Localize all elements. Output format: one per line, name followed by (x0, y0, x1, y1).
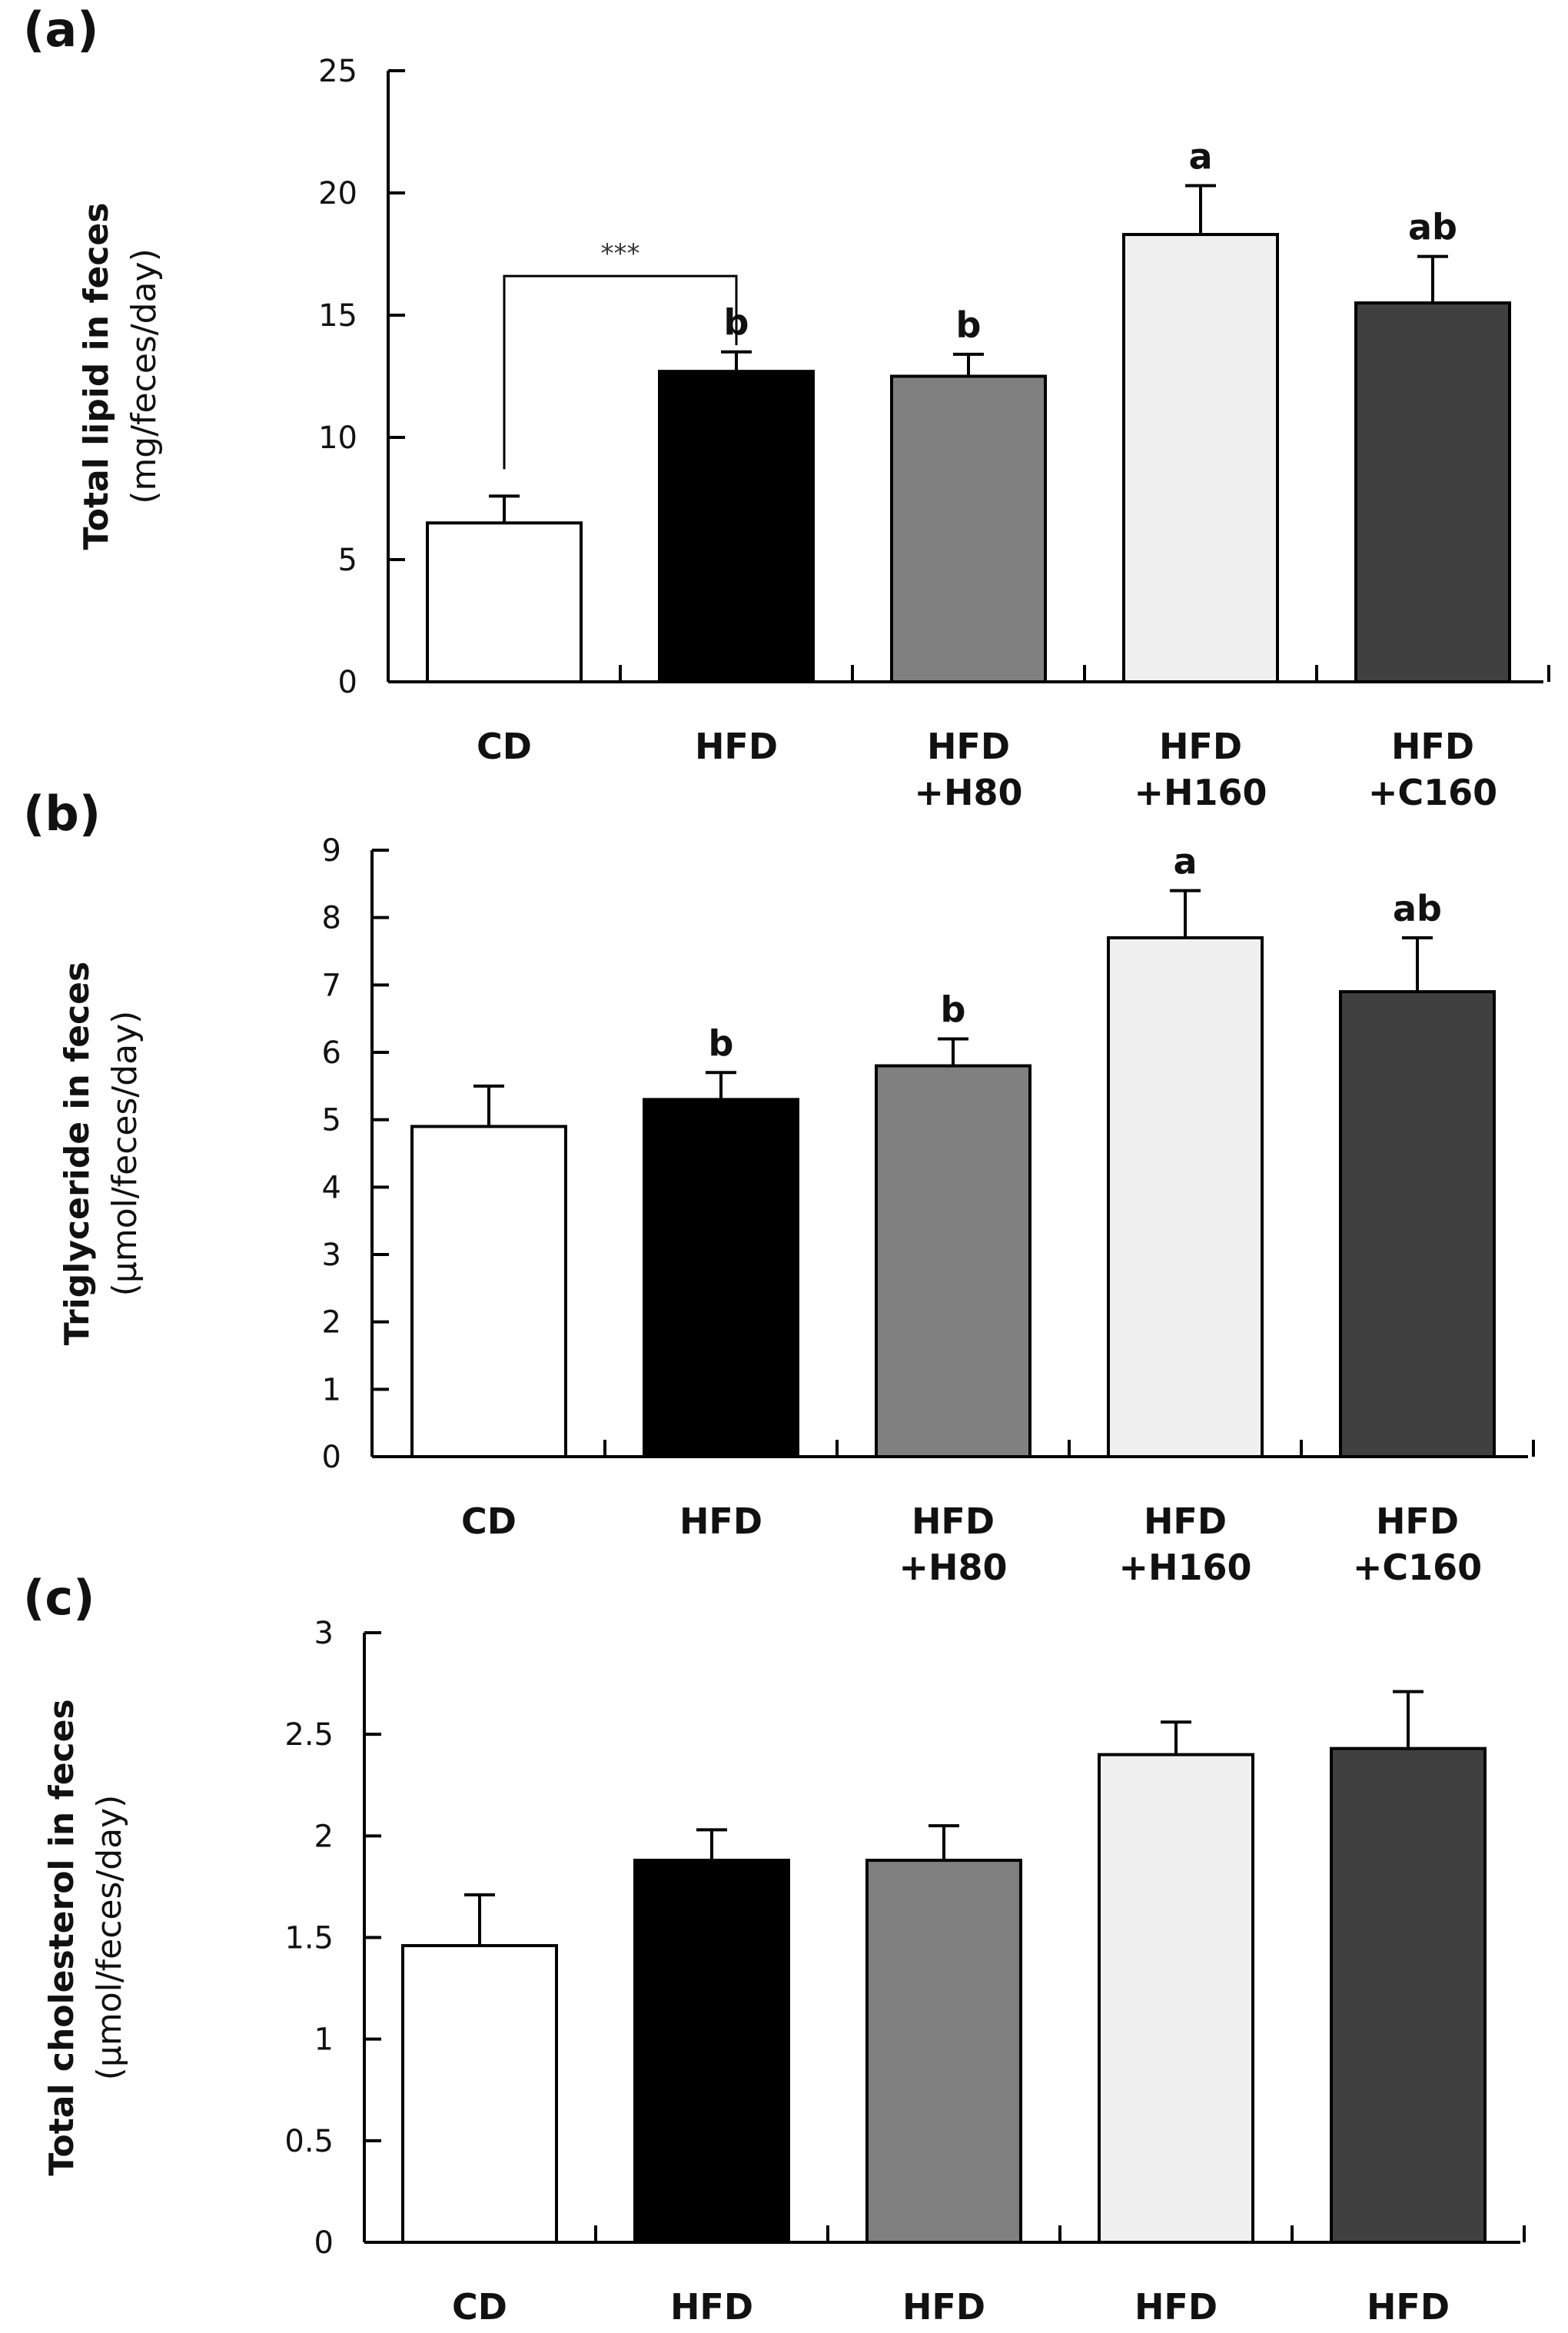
x-tick-label-line: HFD (679, 1500, 762, 1542)
y-axis-label-line: (mg/feces/day) (125, 248, 164, 503)
significance-bracket (503, 274, 738, 470)
x-tick-label-line: HFD (1376, 1500, 1459, 1542)
bar (865, 1859, 1022, 2244)
x-tick-label-line: CD (452, 2286, 507, 2328)
x-tick-label-line: HFD (1159, 726, 1242, 767)
y-tick-label: 7 (322, 968, 341, 1003)
y-tick-label: 6 (322, 1035, 341, 1071)
significance-letter: b (956, 304, 982, 346)
x-tick-label: CD (461, 1500, 517, 1542)
y-tick-label: 0 (338, 665, 357, 700)
y-axis-label-line: (μmol/feces/day) (105, 1011, 145, 1297)
y-tick-label: 8 (322, 901, 341, 936)
bar (401, 1944, 558, 2244)
y-tick-label: 10 (318, 420, 357, 456)
x-tick-label-line: +H160 (1118, 1547, 1251, 1588)
bar (658, 370, 815, 683)
x-tick-label: HFD+H80 (889, 2286, 998, 2333)
y-tick-label: 25 (318, 54, 357, 89)
y-tick-label: 1 (314, 2022, 334, 2058)
chart-c: (c) 0 0.5 1 1.5 2 2.5 3 Total cholesterol in fec… (23, 1570, 1526, 2333)
x-tick-label-line: CD (461, 1500, 517, 1542)
y-tick-label: 5 (338, 543, 357, 578)
x-tick-label: HFD +H160 (1134, 726, 1267, 813)
significance-letter: ab (1393, 888, 1442, 929)
y-tick-label: 3 (322, 1238, 341, 1273)
y-tick-label: 3 (314, 1616, 334, 1651)
bar (633, 1859, 790, 2244)
x-tick-label-line: +H160 (1134, 772, 1267, 813)
panel-label: (b) (23, 786, 101, 842)
y-axis-label: Total cholesterol in feces (μmol/feces/da… (42, 1699, 129, 2175)
y-tick-label: 0 (314, 2225, 334, 2261)
x-tick-label-line: HFD (1144, 1500, 1227, 1542)
panel-label: (c) (23, 1570, 95, 1626)
x-tick-label-line: +C160 (1368, 772, 1497, 813)
y-axis-label-line: Total lipid in feces (77, 203, 116, 550)
y-tick-label: 1 (322, 1372, 341, 1407)
significance-letter: b (709, 1022, 734, 1064)
y-tick-label: 20 (318, 176, 357, 211)
x-tick-label-line: HFD (927, 726, 1010, 767)
x-tick-label-line: +H80 (914, 772, 1022, 813)
y-tick-label: 5 (322, 1103, 341, 1138)
significance-letter: b (941, 989, 966, 1030)
x-tick-label: HFD +H160 (1118, 1500, 1251, 1588)
bar (1354, 301, 1511, 683)
x-tick-label-line: HFD (670, 2286, 753, 2328)
x-tick-label-line: HFD (1367, 2286, 1450, 2328)
y-tick-label: 2 (322, 1305, 341, 1341)
x-tick-label: HFD+H160 (1109, 2286, 1242, 2333)
y-axis-label: Triglyceride in feces (μmol/feces/day) (58, 962, 145, 1345)
x-tick-label: CD (452, 2286, 507, 2328)
x-tick-label-line: CD (477, 726, 532, 767)
bar (1339, 990, 1496, 1458)
y-tick-label: 15 (318, 298, 357, 334)
x-tick-label-line: HFD (902, 2286, 985, 2328)
x-tick-label: HFD +H80 (899, 1500, 1007, 1588)
bar (1330, 1746, 1487, 2244)
y-tick-label: 2 (314, 1819, 334, 1854)
bar (643, 1098, 799, 1459)
y-tick-label: 1.5 (284, 1921, 334, 1956)
bar (426, 521, 583, 683)
x-tick-label: HFD +C160 (1353, 1500, 1482, 1588)
x-tick-label-line: HFD (1134, 2286, 1218, 2328)
x-tick-label-line: HFD (695, 726, 778, 767)
chart-b: (b) 0 1 2 3 4 5 6 7 8 9 Triglyceride in feces (μmol/… (23, 786, 1535, 1588)
bar (1122, 233, 1279, 683)
significance-letter: a (1173, 841, 1197, 882)
bar (1107, 936, 1264, 1458)
x-tick-label: HFD (679, 1500, 762, 1542)
y-tick-label: 0 (322, 1440, 341, 1475)
y-tick-label: 2.5 (284, 1717, 334, 1753)
x-tick-label: HFD (695, 726, 778, 767)
y-axis-label-line: (μmol/feces/day) (90, 1795, 129, 2081)
y-axis-label-line: Total cholesterol in feces (42, 1699, 81, 2175)
x-tick-label: HFD +C160 (1368, 726, 1497, 813)
bar (875, 1064, 1031, 1458)
bar (410, 1125, 567, 1459)
significance-letter: ab (1408, 207, 1457, 248)
significance-letter: a (1188, 135, 1212, 177)
x-tick-label-line: +C160 (1353, 1547, 1482, 1588)
panel-label: (a) (23, 2, 99, 58)
x-tick-label-line: +H80 (899, 1547, 1007, 1588)
y-axis-label: Total lipid in feces (mg/feces/day) (77, 203, 164, 550)
x-tick-label: HFD+C160 (1344, 2286, 1473, 2333)
x-tick-label: HFD +H80 (914, 726, 1022, 813)
y-tick-label: 4 (322, 1170, 341, 1205)
y-tick-label: 0.5 (284, 2124, 334, 2159)
x-tick-label-line: HFD (912, 1500, 995, 1542)
y-tick-label: 9 (322, 833, 341, 869)
x-tick-label: CD (477, 726, 532, 767)
x-tick-label: HFD (670, 2286, 753, 2328)
significance-stars: *** (601, 238, 640, 269)
chart-a: (a) 0 5 10 15 20 25 Total lipid in feces (mg/fec… (23, 2, 1550, 813)
y-axis-label-line: Triglyceride in feces (58, 962, 97, 1345)
bar (890, 374, 1047, 683)
bar (1098, 1753, 1254, 2245)
x-tick-label-line: HFD (1391, 726, 1474, 767)
